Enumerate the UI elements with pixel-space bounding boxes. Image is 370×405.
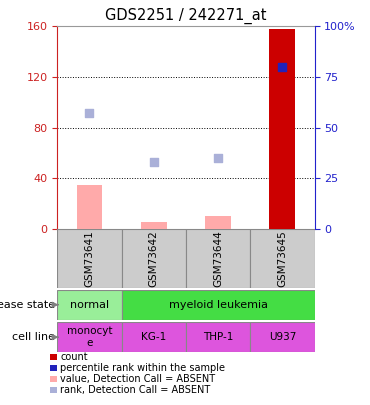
- Point: [215, 155, 221, 161]
- Bar: [122, 290, 314, 320]
- Point: [151, 159, 157, 165]
- Point: [279, 64, 285, 70]
- Text: KG-1: KG-1: [141, 332, 166, 342]
- Text: THP-1: THP-1: [203, 332, 233, 342]
- Bar: [57, 229, 122, 288]
- Text: value, Detection Call = ABSENT: value, Detection Call = ABSENT: [60, 374, 215, 384]
- Text: myeloid leukemia: myeloid leukemia: [169, 300, 268, 310]
- Text: rank, Detection Call = ABSENT: rank, Detection Call = ABSENT: [60, 385, 211, 395]
- Bar: [205, 216, 231, 229]
- Point: [87, 110, 92, 117]
- Bar: [122, 322, 186, 352]
- Text: cell line: cell line: [12, 332, 55, 342]
- Bar: [77, 185, 102, 229]
- Bar: [269, 29, 295, 229]
- Text: monocyt
e: monocyt e: [67, 326, 112, 348]
- Text: percentile rank within the sample: percentile rank within the sample: [60, 363, 225, 373]
- Bar: [57, 290, 122, 320]
- Bar: [141, 222, 166, 229]
- Bar: [57, 322, 122, 352]
- Bar: [186, 229, 250, 288]
- Text: GSM73641: GSM73641: [84, 230, 94, 287]
- Bar: [186, 322, 250, 352]
- Text: GSM73642: GSM73642: [149, 230, 159, 287]
- Bar: [250, 229, 314, 288]
- Text: disease state: disease state: [0, 300, 55, 310]
- Text: GSM73645: GSM73645: [278, 230, 287, 287]
- Text: U937: U937: [269, 332, 296, 342]
- Bar: [250, 322, 314, 352]
- Bar: [122, 229, 186, 288]
- Text: normal: normal: [70, 300, 109, 310]
- Text: count: count: [60, 352, 88, 362]
- Title: GDS2251 / 242271_at: GDS2251 / 242271_at: [105, 7, 267, 23]
- Text: GSM73644: GSM73644: [213, 230, 223, 287]
